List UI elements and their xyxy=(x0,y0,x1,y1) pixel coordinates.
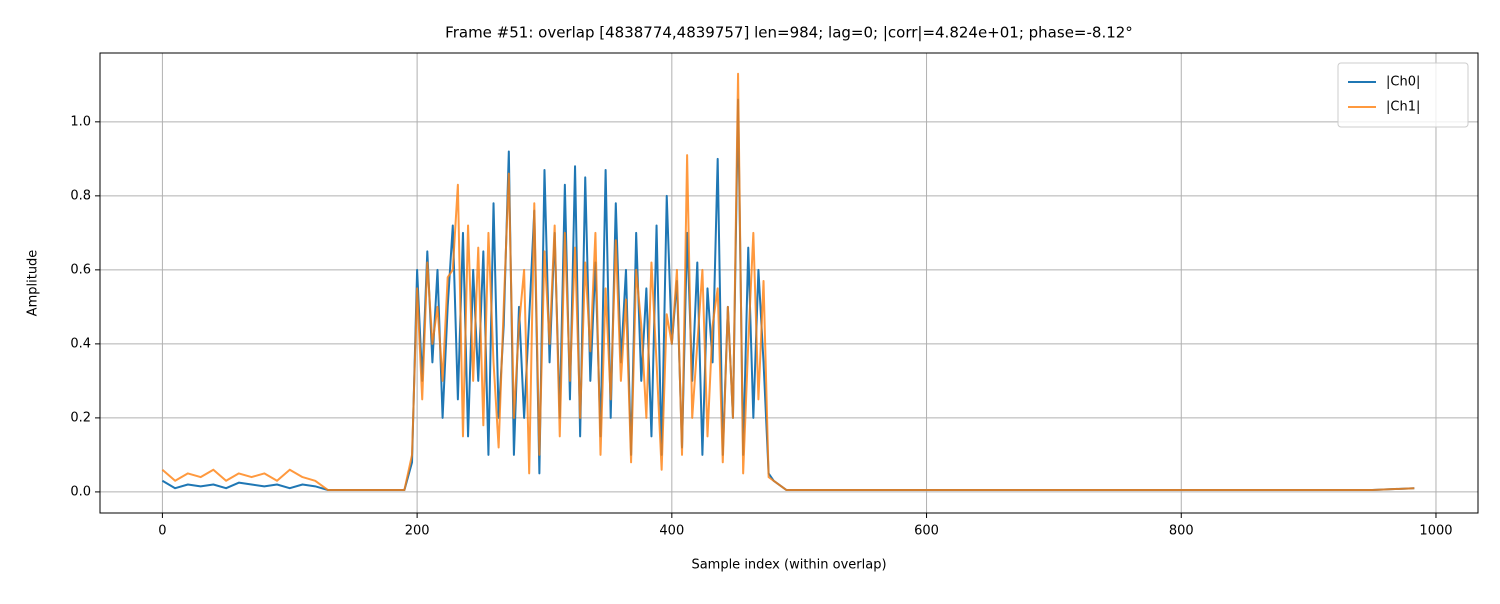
series-line xyxy=(161,72,1415,492)
x-tick-label: 400 xyxy=(659,524,684,539)
y-tick-label: 1.0 xyxy=(70,114,91,129)
y-tick-label: 0.0 xyxy=(70,484,91,499)
x-tick-label: 0 xyxy=(158,524,166,539)
y-tick-label: 0.2 xyxy=(70,410,91,425)
legend-label: |Ch0| xyxy=(1386,75,1420,90)
legend-label: |Ch1| xyxy=(1386,100,1420,115)
legend: |Ch0| |Ch1| xyxy=(1337,62,1469,128)
x-axis-label: Sample index (within overlap) xyxy=(691,558,886,573)
y-axis-label: Amplitude xyxy=(26,250,41,317)
y-tick-label: 0.4 xyxy=(70,336,91,351)
plot-frame xyxy=(99,52,1479,514)
x-tick-label: 200 xyxy=(405,524,430,539)
legend-box xyxy=(1337,62,1469,128)
chart-title: Frame #51: overlap [4838774,4839757] len… xyxy=(445,24,1133,42)
x-tick-label: 1000 xyxy=(1419,524,1452,539)
y-tick-label: 0.8 xyxy=(70,188,91,203)
x-tick-label: 800 xyxy=(1169,524,1194,539)
x-tick-label: 600 xyxy=(914,524,939,539)
series-line xyxy=(161,98,1415,492)
y-tick-label: 0.6 xyxy=(70,262,91,277)
